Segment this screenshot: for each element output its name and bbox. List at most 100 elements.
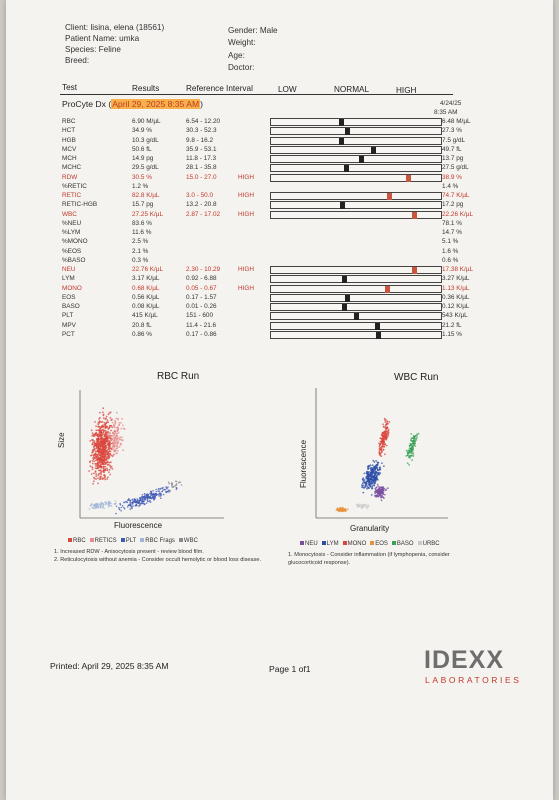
scatter-point [114,448,117,451]
scatter-point [107,431,109,433]
scatter-point [373,469,376,471]
scatter-point [102,414,105,417]
row-range-bar [270,312,442,321]
scatter-point [373,494,376,497]
row-result: 10.3 g/dL [132,136,159,144]
scatter-point [118,506,120,509]
scatter-point [371,487,373,490]
scatter-point [118,446,121,448]
scatter-point [116,447,118,449]
row-test-name: EOS [62,293,76,301]
legend-swatch [89,538,94,542]
scatter-point [366,474,369,476]
scatter-point [165,487,168,489]
scatter-point [96,438,98,441]
scatter-point [388,421,391,423]
scatter-point [101,459,104,461]
scatter-point [412,435,415,437]
row-previous-result: 7.5 g/dL [442,136,466,144]
scatter-point [105,501,107,503]
scatter-point [126,501,129,504]
scatter-point [384,421,387,423]
scatter-point [98,461,101,464]
row-range-bar [270,173,442,182]
row-result: 22.76 K/µL [132,266,164,273]
wbc-chart-title: WBC Run [394,372,439,383]
scatter-point [360,505,363,507]
scatter-point [105,432,108,434]
scatter-point [378,473,380,476]
scatter-point [158,495,160,497]
scatter-point [118,421,121,424]
scatter-point [110,502,112,505]
scatter-point [162,489,165,491]
row-range-bar [270,164,442,173]
scatter-point [376,462,379,464]
row-reference: 0.17 - 0.86 [186,330,217,338]
run-date-highlight: April 29, 2025 8:35 AM [111,99,201,109]
scatter-point [103,461,105,464]
scatter-point [97,458,100,460]
scatter-point [108,426,111,429]
scatter-point [100,458,102,461]
scatter-point [376,469,379,472]
row-previous-result: 38.9 % [442,173,462,181]
scatter-point [111,467,114,470]
scatter-point [364,482,366,485]
scatter-point [379,437,382,440]
row-test-name: %RETIC [62,182,87,190]
row-result: 2.5 % [132,238,149,246]
scatter-point [373,465,375,468]
scatter-point [150,493,152,496]
scatter-point [115,505,118,508]
scatter-point [370,478,373,480]
scatter-point [103,456,106,459]
scatter-point [160,497,162,499]
scatter-point [106,452,109,455]
scatter-point [387,487,389,490]
scatter-point [92,446,95,448]
scatter-point [154,497,156,499]
scatter-point [152,497,155,499]
row-reference: 0.01 - 0.26 [186,303,217,310]
scatter-point [120,510,122,512]
legend-swatch [120,538,125,542]
row-previous-result: 22.26 K/µL [442,210,474,218]
legend-swatch [321,541,326,545]
scatter-point [145,502,148,504]
scatter-point [381,440,383,442]
scatter-point [134,498,136,500]
scatter-point [104,458,107,460]
scatter-point [410,433,413,435]
row-range-marker [376,331,382,339]
legend-swatch [178,538,183,542]
scatter-point [375,471,378,474]
scatter-point [370,494,373,496]
row-test-name: PCT [62,330,75,338]
scatter-point [367,472,369,474]
scatter-point [163,488,166,491]
row-range-marker [374,322,380,330]
scatter-point [94,457,96,459]
scatter-point [96,429,99,432]
row-reference: 6.54 - 12.20 [186,118,221,125]
scatter-point [95,478,97,480]
scatter-point [102,452,104,455]
row-flag: HIGH [238,266,254,273]
scatter-point [115,411,118,414]
scatter-point [379,452,382,455]
wbc-scatter-plot [315,388,448,519]
scatter-point [113,440,116,443]
scatter-point [135,501,138,503]
scatter-point [152,498,155,501]
scatter-point [96,465,99,468]
scatter-point [95,447,98,450]
scatter-point [411,459,413,461]
scatter-point [106,437,109,439]
scatter-point [382,423,384,426]
scatter-point [107,428,110,431]
row-range-marker [359,156,365,163]
scatter-point [361,485,364,488]
scatter-point [108,461,111,464]
scatter-point [95,473,98,476]
